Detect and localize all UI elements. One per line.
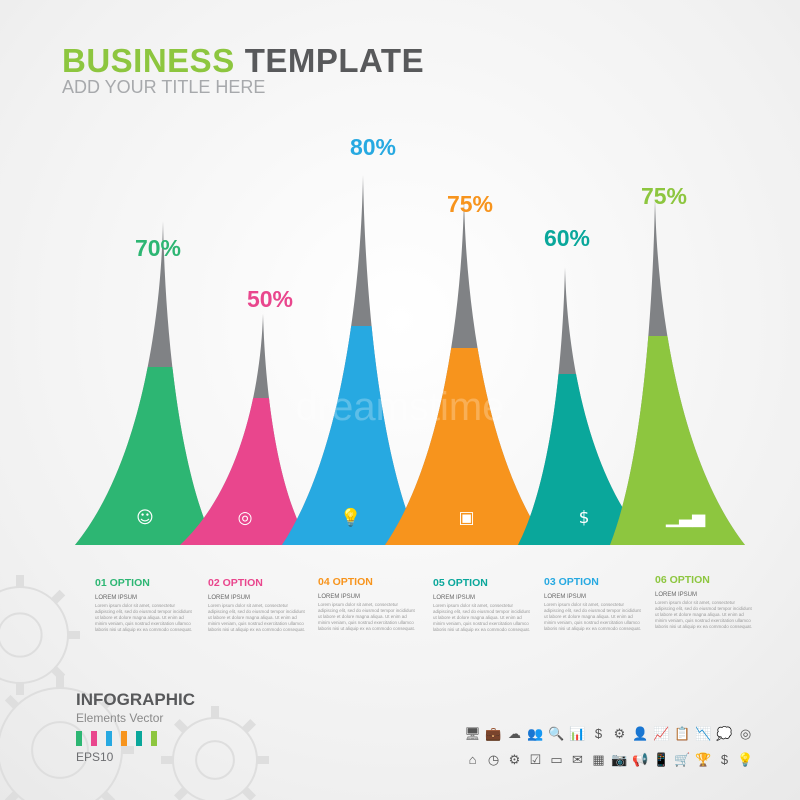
business-icon: 🔍	[548, 726, 565, 741]
presentation-board-icon: ▣	[458, 508, 474, 528]
business-icon: ◎	[739, 726, 752, 741]
option-heading: LOREM IPSUM	[544, 594, 587, 600]
option-heading: LOREM IPSUM	[318, 594, 361, 600]
business-icon: ◷	[487, 752, 500, 767]
option-body: Lorem ipsum dolor sit amet, consectetur …	[95, 603, 193, 632]
gear-icon	[161, 706, 269, 800]
option-heading: LOREM IPSUM	[208, 595, 251, 601]
gear-icon	[0, 575, 80, 695]
option-title: 02 OPTION	[208, 577, 263, 589]
option-1: 01 OPTION LOREM IPSUM Lorem ipsum dolor si…	[95, 577, 195, 633]
gear-icon	[0, 676, 134, 800]
option-heading: LOREM IPSUM	[433, 595, 476, 601]
color-swatch	[151, 731, 157, 746]
peak-body	[610, 336, 745, 545]
peak-body	[75, 367, 215, 545]
option-6: 06 OPTION LOREM IPSUM Lorem ipsum dolor si…	[655, 574, 755, 630]
peak-body	[180, 398, 310, 545]
title-business: BUSINESS	[62, 42, 235, 79]
percent-label: 50%	[247, 286, 293, 312]
business-icon: ▭	[550, 752, 563, 767]
option-5: 03 OPTION LOREM IPSUM Lorem ipsum dolor si…	[544, 576, 644, 632]
percent-label: 75%	[641, 183, 687, 209]
watermark: dreamstime	[296, 385, 505, 429]
title-template: TEMPLATE	[244, 42, 425, 79]
business-icon: 💡	[737, 752, 754, 767]
business-icon: $	[720, 752, 729, 767]
business-icon: ⚙	[613, 726, 626, 741]
color-swatch	[136, 731, 142, 746]
peak-3: 80% 💡	[282, 134, 420, 545]
percent-label: 60%	[544, 225, 590, 251]
option-heading: LOREM IPSUM	[655, 592, 698, 598]
peak-5: 60% $	[518, 225, 650, 545]
business-icon: ☑	[529, 752, 542, 767]
footer-subtitle: Elements Vector	[76, 711, 164, 725]
business-icon: 📋	[674, 726, 691, 741]
color-swatch	[106, 731, 112, 746]
business-icon: ☁	[508, 726, 521, 741]
business-icon: 📊	[569, 726, 586, 741]
business-icon: 🛒	[674, 752, 691, 767]
color-swatches	[76, 731, 195, 746]
option-heading: LOREM IPSUM	[95, 595, 138, 601]
business-icon: 📢	[632, 752, 649, 767]
growth-chart-icon: ▁▃▅	[665, 508, 706, 528]
business-icon: 💭	[716, 726, 733, 741]
business-icon: 🏆	[695, 752, 712, 767]
peak-body	[518, 374, 650, 545]
peak-4: 75% ▣	[385, 191, 548, 545]
option-3: 04 OPTION LOREM IPSUM Lorem ipsum dolor si…	[318, 576, 418, 632]
option-title: 05 OPTION	[433, 577, 488, 589]
business-icon: ✉	[572, 752, 583, 767]
business-icon: 🖥	[464, 726, 481, 741]
target-icon: ◎	[238, 508, 253, 528]
peak-2: 50% ◎	[180, 286, 310, 545]
option-body: Lorem ipsum dolor sit amet, consectetur …	[544, 602, 642, 631]
lightbulb-icon: 💡	[340, 507, 361, 528]
percent-label: 75%	[447, 191, 493, 217]
option-body: Lorem ipsum dolor sit amet, consectetur …	[318, 602, 416, 631]
infographic-label: INFOGRAPHIC Elements Vector EPS10	[76, 690, 195, 764]
option-title: 03 OPTION	[544, 576, 599, 588]
option-title: 01 OPTION	[95, 577, 150, 589]
business-icon: 👥	[527, 726, 544, 741]
gear-decoration	[0, 575, 269, 800]
money-bag-icon: $	[579, 508, 590, 528]
page-title: BUSINESS TEMPLATE	[62, 42, 424, 80]
business-icon: 📉	[695, 726, 712, 741]
peak-chart: 70% ☺ 50% ◎ 80% 💡 75% ▣ 60% $75% ▁▃▅ dreamstime	[75, 134, 745, 545]
footer-format: EPS10	[76, 750, 114, 764]
option-body: Lorem ipsum dolor sit amet, consectetur …	[208, 603, 306, 632]
business-icon: 📈	[653, 726, 670, 741]
business-icon: 📷	[611, 752, 628, 767]
business-icon: 👤	[632, 726, 649, 741]
option-body: Lorem ipsum dolor sit amet, consectetur …	[655, 600, 753, 629]
icon-row: ⌂ ◷ ⚙ ☑ ▭ ✉ ▦ 📷 📢 📱 🛒 🏆 $ 💡	[462, 752, 756, 768]
peak-1: 70% ☺	[75, 221, 215, 545]
color-swatch	[76, 731, 82, 746]
option-title: 06 OPTION	[655, 574, 710, 586]
option-4: 05 OPTION LOREM IPSUM Lorem ipsum dolor si…	[433, 577, 533, 633]
option-body: Lorem ipsum dolor sit amet, consectetur …	[433, 603, 531, 632]
business-icon: 📱	[653, 752, 670, 767]
color-swatch	[91, 731, 97, 746]
business-icon: ⚙	[508, 752, 521, 767]
option-2: 02 OPTION LOREM IPSUM Lorem ipsum dolor si…	[208, 577, 308, 633]
color-swatch	[121, 731, 127, 746]
page-subtitle: ADD YOUR TITLE HERE	[62, 77, 266, 97]
footer-title: INFOGRAPHIC	[76, 690, 195, 709]
head-gears-icon: ☺	[136, 508, 154, 528]
option-title: 04 OPTION	[318, 576, 373, 588]
business-icon: 💼	[485, 726, 502, 741]
business-icon: ▦	[592, 752, 605, 767]
business-icon: $	[594, 726, 603, 741]
peak-6: 75% ▁▃▅	[610, 183, 745, 545]
business-icon: ⌂	[468, 752, 477, 767]
percent-label: 70%	[135, 235, 181, 261]
peak-body	[385, 348, 548, 545]
icon-row: 🖥 💼 ☁ 👥 🔍 📊 $ ⚙ 👤 📈 📋 📉 💭 ◎	[462, 726, 756, 742]
percent-label: 80%	[350, 134, 396, 160]
peak-body	[282, 326, 420, 545]
